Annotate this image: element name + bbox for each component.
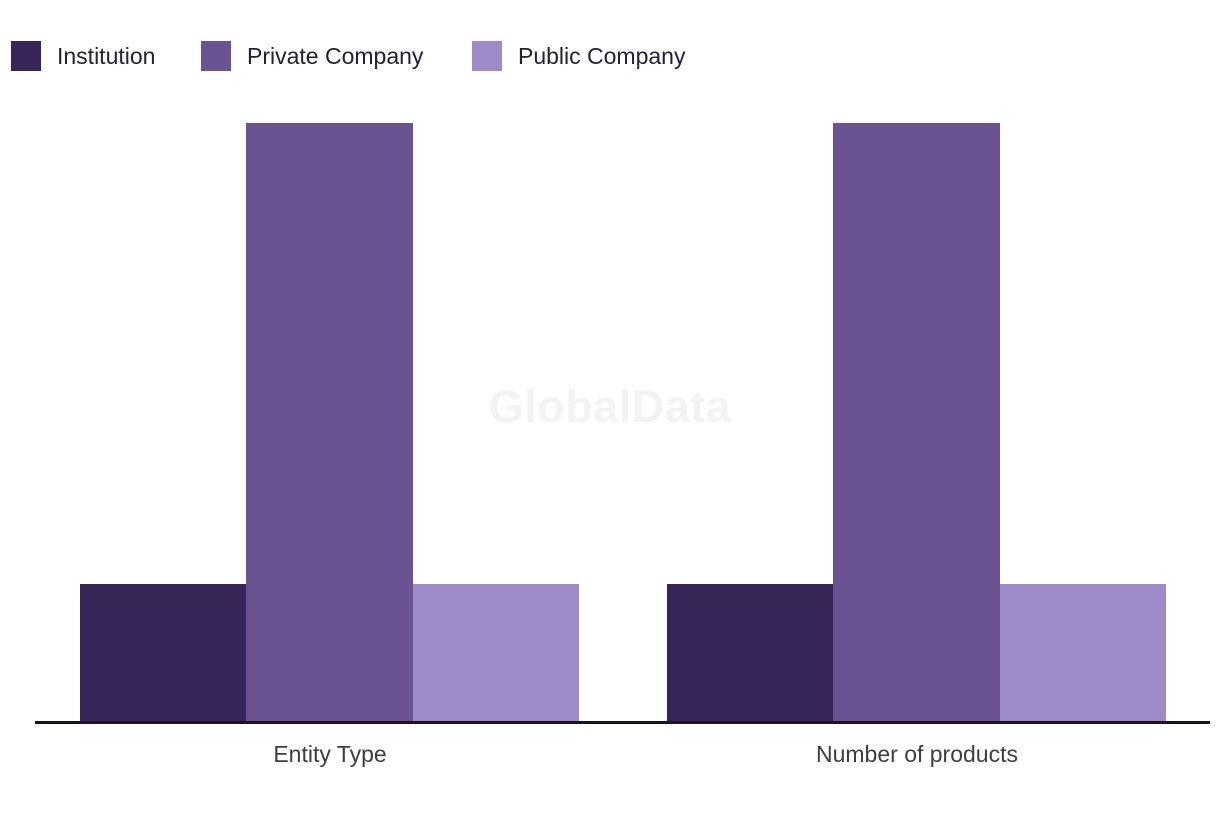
category-label-number-of-products: Number of products: [816, 741, 1018, 767]
legend-label-public-company: Public Company: [518, 43, 686, 69]
legend-swatch-institution-icon: [11, 41, 41, 71]
bar-private-company-entity-type[interactable]: [246, 123, 413, 722]
bar-public-company-entity-type[interactable]: [413, 584, 579, 722]
category-label-entity-type: Entity Type: [273, 741, 387, 767]
legend-label-institution: Institution: [57, 43, 156, 69]
bar-institution-number-of-products[interactable]: [667, 584, 833, 722]
legend-item-institution[interactable]: Institution: [11, 41, 155, 71]
globaldata-watermark: GlobalData: [488, 381, 732, 432]
legend-item-public-company[interactable]: Public Company: [472, 41, 685, 71]
bar-private-company-number-of-products[interactable]: [833, 123, 1000, 722]
x-axis-line: [35, 721, 1210, 724]
bar-public-company-number-of-products[interactable]: [1000, 584, 1166, 722]
legend-item-private-company[interactable]: Private Company: [201, 41, 423, 71]
legend-swatch-public-company-icon: [472, 41, 502, 71]
bar-institution-entity-type[interactable]: [80, 584, 246, 722]
legend-label-private-company: Private Company: [247, 43, 424, 69]
legend-swatch-private-company-icon: [201, 41, 231, 71]
